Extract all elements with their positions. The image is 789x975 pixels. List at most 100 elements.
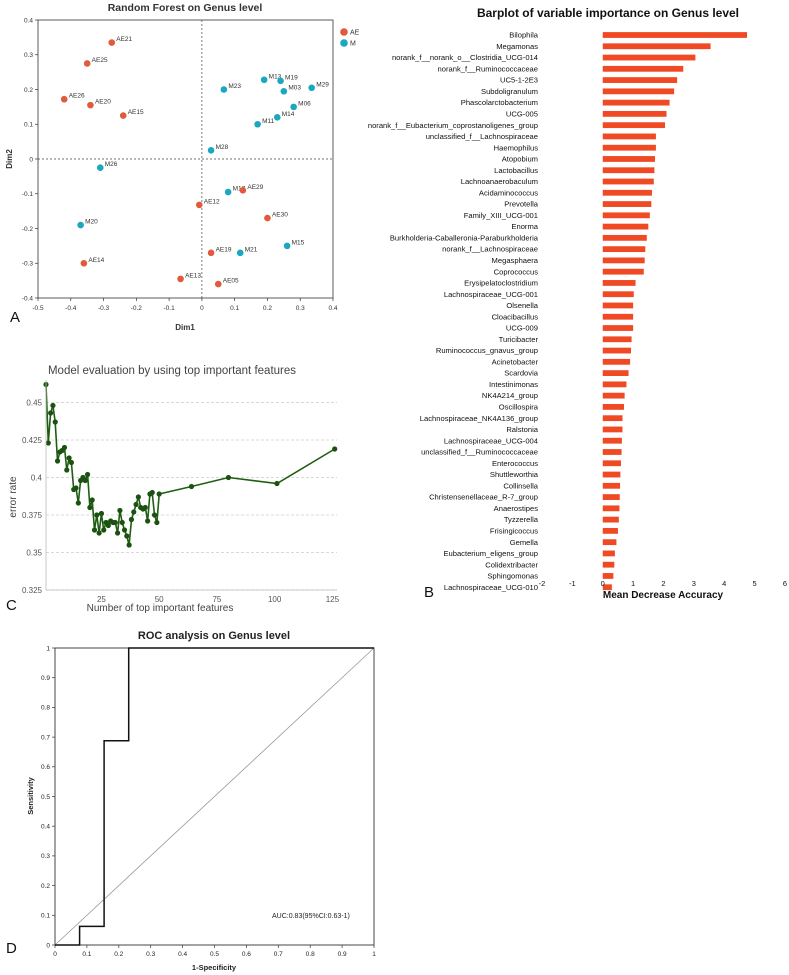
chart-a-ytick-label: -0.3 <box>22 261 34 268</box>
chart-b-category-label: Frisingicoccus <box>490 526 538 535</box>
chart-d-xtick-label: 0.4 <box>178 951 187 958</box>
chart-a-point-label: M03 <box>288 85 301 92</box>
chart-c-point <box>149 489 155 496</box>
chart-c-point <box>114 530 121 536</box>
chart-a-point-label: AE30 <box>272 212 288 219</box>
chart-a-xlabel: Dim1 <box>175 323 195 332</box>
chart-a-point-label: AE21 <box>116 36 132 43</box>
chart-b-bar <box>602 77 678 83</box>
chart-a-legend-label: AE <box>350 30 360 37</box>
chart-b-category-label: Acinetobacter <box>492 357 539 366</box>
chart-c-point <box>98 510 105 517</box>
chart-a-point-label: M13 <box>269 73 282 80</box>
chart-c-xtick-label: 50 <box>155 595 164 604</box>
chart-a-ytick-label: 0 <box>29 156 33 163</box>
chart-d-xtick-label: 1 <box>372 951 376 958</box>
chart-c-point <box>142 504 148 511</box>
chart-b-category-label: Ralstonia <box>506 425 538 434</box>
chart-c-point <box>117 507 123 514</box>
chart-c-point <box>54 458 61 464</box>
chart-a-xtick-label: 0.1 <box>230 305 239 312</box>
chart-b-category-label: UC5-1-2E3 <box>500 76 538 85</box>
chart-a-ytick-label: 0.3 <box>24 52 33 59</box>
chart-b-category-label: Atopobium <box>502 155 538 164</box>
chart-c-point <box>274 480 280 487</box>
chart-a-xtick-label: 0 <box>200 305 204 312</box>
chart-b-category-label: Lachnospiraceae_NK4A136_group <box>420 414 538 423</box>
chart-a-point <box>254 120 261 128</box>
chart-b-xtick-label: 6 <box>783 579 787 588</box>
chart-b-category-label: Shuttleworthia <box>490 470 539 479</box>
chart-c-title: Model evaluation by using top important … <box>48 365 296 377</box>
chart-a-point <box>264 214 271 222</box>
chart-d-ytick-label: 0.1 <box>41 913 50 920</box>
chart-b-category-label: Enorma <box>511 222 538 231</box>
chart-d-xtick-label: 0.5 <box>210 951 219 958</box>
chart-b-category-label: NK4A214_group <box>482 391 538 400</box>
chart-c-series-line <box>45 384 336 546</box>
chart-d-diagonal <box>54 647 375 946</box>
chart-b-bar <box>602 99 670 106</box>
chart-b-bar <box>602 144 656 151</box>
chart-c-point <box>48 410 54 416</box>
chart-a-xtick-label: -0.3 <box>98 305 110 312</box>
chart-b-category-label: Collinsella <box>503 481 538 490</box>
chart-b-bar <box>602 426 623 433</box>
chart-a-point-label: M06 <box>298 100 311 107</box>
chart-b-category-label: Lachnospiraceae_UCG-010 <box>444 583 538 592</box>
chart-b-category-label: norank_f__norank_o__Clostridia_UCG-014 <box>392 53 538 62</box>
chart-b-category-label: Haemophilus <box>494 143 539 152</box>
chart-b-category-label: unclassified_f__Ruminococcaceae <box>421 448 538 457</box>
chart-b-xtick-label: 3 <box>692 579 696 588</box>
chart-d-ytick-label: 0.3 <box>41 853 50 860</box>
chart-d-ytick-label: 0.4 <box>41 824 50 831</box>
chart-d-annotation: AUC:0.83(95%CI:0.63-1) <box>272 913 350 920</box>
chart-c-point <box>52 419 58 425</box>
panel-c-line: Model evaluation by using top important … <box>6 365 340 614</box>
chart-a-point-label: AE19 <box>216 246 232 253</box>
chart-b-bar <box>602 358 631 365</box>
chart-b-bar <box>602 550 615 557</box>
chart-a-point-label: AE26 <box>69 93 85 100</box>
chart-a-point <box>60 95 68 103</box>
chart-a-ytick-label: -0.2 <box>22 226 34 233</box>
chart-a-point-label: AE05 <box>223 278 239 285</box>
chart-d-ytick-label: 1 <box>46 645 50 652</box>
chart-b-title: Barplot of variable importance on Genus … <box>477 6 739 20</box>
chart-b-bar <box>602 268 644 275</box>
chart-d-roc-curve <box>55 647 374 946</box>
chart-a-legend-marker <box>340 39 348 47</box>
panel-label-d: D <box>6 940 17 957</box>
chart-b-category-label: norank_f__Eubacterium_coprostanoligenes_… <box>368 121 538 130</box>
chart-c-point <box>135 494 141 500</box>
chart-b-category-label: Megamonas <box>496 42 538 51</box>
chart-c-point <box>84 471 91 478</box>
chart-d-xlabel: 1-Specificity <box>192 963 237 972</box>
chart-c-point <box>119 519 125 526</box>
chart-b-xtick-label: -1 <box>569 579 576 588</box>
chart-d-xtick-label: 0.2 <box>114 951 123 958</box>
chart-a-point <box>224 188 232 196</box>
chart-c-point <box>151 512 158 518</box>
chart-b-category-label: Enterococcus <box>492 459 538 468</box>
chart-c-point <box>225 474 232 481</box>
chart-c-point <box>61 444 68 451</box>
chart-c-point <box>45 440 51 446</box>
chart-d-xtick-label: 0.3 <box>146 951 155 958</box>
chart-a-point <box>220 86 228 93</box>
chart-b-bar <box>602 43 711 50</box>
chart-b-xtick-label: -2 <box>539 579 546 588</box>
chart-b-bar <box>602 573 614 579</box>
chart-b-category-label: UCG-005 <box>506 109 538 118</box>
chart-a-point <box>195 201 203 209</box>
chart-a-point-label: M29 <box>316 81 329 88</box>
chart-b-bar <box>602 347 631 354</box>
chart-b-category-label: Lachnoanaerobaculum <box>461 177 538 186</box>
chart-a-point <box>207 147 215 154</box>
chart-b-xtick-label: 0 <box>601 579 605 588</box>
chart-b-bar <box>602 88 675 95</box>
chart-d-xtick-label: 0.1 <box>82 951 91 958</box>
chart-a-ytick-label: 0.1 <box>24 122 33 129</box>
chart-b-bar <box>602 201 652 207</box>
chart-a-point-label: AE12 <box>204 198 220 205</box>
